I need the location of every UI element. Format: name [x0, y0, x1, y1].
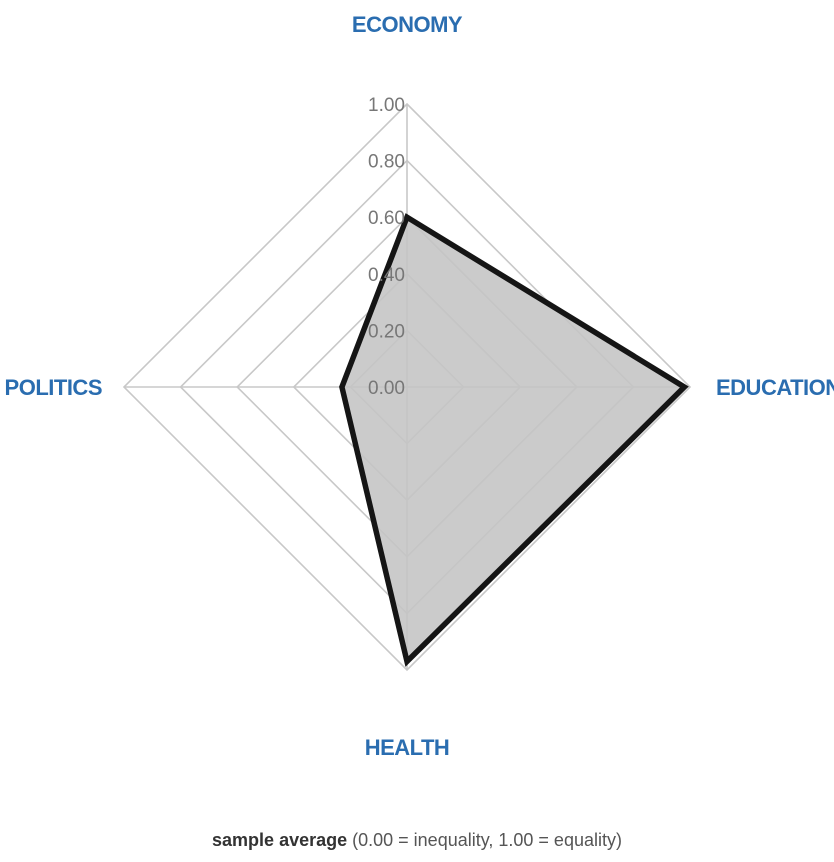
axis-label-politics: POLITICS: [5, 375, 102, 400]
chart-caption: sample average (0.00 = inequality, 1.00 …: [212, 830, 622, 850]
axis-label-economy: ECONOMY: [352, 12, 463, 37]
tick-label: 0.60: [368, 208, 405, 229]
radar-tick-labels: 0.00 0.20 0.40 0.60 0.80 1.00: [368, 95, 405, 399]
axis-label-education: EDUCATION: [716, 375, 834, 400]
radar-series: [339, 213, 689, 667]
tick-label: 0.80: [368, 152, 405, 173]
axis-label-health: HEALTH: [365, 735, 450, 760]
tick-label: 0.00: [368, 378, 405, 399]
caption-rest: (0.00 = inequality, 1.00 = equality): [347, 830, 622, 850]
series-area: [341, 217, 685, 662]
caption-strong: sample average: [212, 830, 347, 850]
radar-axis-labels: ECONOMY EDUCATION HEALTH POLITICS: [5, 12, 834, 760]
tick-label: 0.20: [368, 321, 405, 342]
tick-label: 0.40: [368, 265, 405, 286]
tick-label: 1.00: [368, 95, 405, 116]
